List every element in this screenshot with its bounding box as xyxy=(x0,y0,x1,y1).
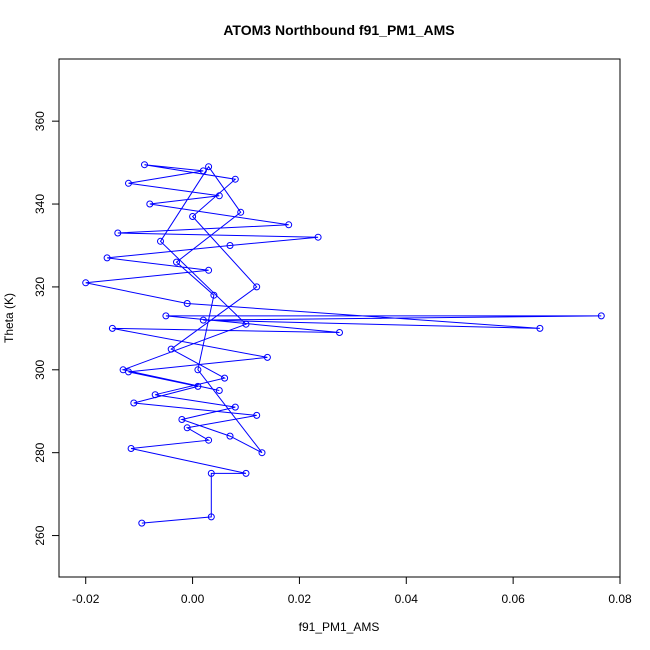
data-point xyxy=(146,200,154,208)
data-point xyxy=(162,312,170,320)
data-point xyxy=(536,324,544,332)
data-point xyxy=(178,416,186,423)
data-layer xyxy=(82,161,605,527)
data-point xyxy=(173,258,180,266)
y-axis: 260 280 300 320 340 360 xyxy=(33,111,60,546)
data-point xyxy=(285,221,293,229)
data-point xyxy=(194,382,202,390)
x-tick-label: 0.02 xyxy=(288,592,312,606)
chart-title: ATOM3 Northbound f91_PM1_AMS xyxy=(223,22,454,38)
y-tick-label: 320 xyxy=(33,277,47,297)
data-point xyxy=(258,449,266,457)
data-point xyxy=(125,179,132,187)
x-axis-label: f91_PM1_AMS xyxy=(299,620,380,634)
data-point xyxy=(205,436,213,444)
data-point xyxy=(253,283,261,291)
data-point xyxy=(242,469,250,477)
data-point xyxy=(205,266,213,274)
data-point xyxy=(231,403,239,411)
data-point xyxy=(119,366,127,374)
data-point xyxy=(138,519,146,527)
y-tick-label: 300 xyxy=(33,359,47,379)
data-point xyxy=(237,208,245,216)
data-point xyxy=(130,399,138,407)
data-point xyxy=(207,469,215,477)
x-tick-label: 0.04 xyxy=(395,592,419,606)
data-point xyxy=(221,374,229,382)
series-line xyxy=(85,164,602,524)
y-axis-label: Theta (K) xyxy=(2,293,16,343)
y-tick-label: 260 xyxy=(33,525,47,545)
x-tick-label: -0.02 xyxy=(72,592,100,606)
data-point xyxy=(194,366,202,374)
data-point xyxy=(127,445,135,452)
x-tick-label: 0.06 xyxy=(501,592,525,606)
data-point xyxy=(231,175,239,183)
data-point xyxy=(215,192,223,200)
data-point xyxy=(226,242,234,249)
data-point xyxy=(189,213,197,220)
data-point xyxy=(114,229,122,237)
data-point xyxy=(183,300,191,307)
data-point xyxy=(210,291,218,299)
data-point xyxy=(226,432,234,440)
data-point xyxy=(263,353,271,361)
y-tick-label: 340 xyxy=(33,194,47,214)
data-point xyxy=(215,387,223,394)
data-point xyxy=(207,513,215,521)
data-point xyxy=(157,237,164,245)
data-point xyxy=(108,324,116,332)
data-point xyxy=(253,411,261,419)
data-point xyxy=(151,391,159,399)
data-point xyxy=(242,320,250,328)
data-point xyxy=(141,161,148,169)
data-point xyxy=(205,163,213,171)
data-point xyxy=(597,312,605,320)
y-tick-label: 280 xyxy=(33,442,47,462)
x-tick-label: 0.08 xyxy=(608,592,632,606)
x-tick-label: 0.00 xyxy=(181,592,205,606)
data-point xyxy=(199,167,207,175)
data-point xyxy=(103,254,111,262)
data-point xyxy=(199,316,207,324)
y-tick-label: 360 xyxy=(33,111,47,131)
data-point xyxy=(336,329,343,336)
x-axis: -0.02 0.00 0.02 0.04 0.06 0.08 xyxy=(72,576,632,606)
data-point xyxy=(314,233,322,241)
data-point xyxy=(167,345,175,353)
data-point xyxy=(82,279,90,287)
data-point xyxy=(183,424,191,432)
